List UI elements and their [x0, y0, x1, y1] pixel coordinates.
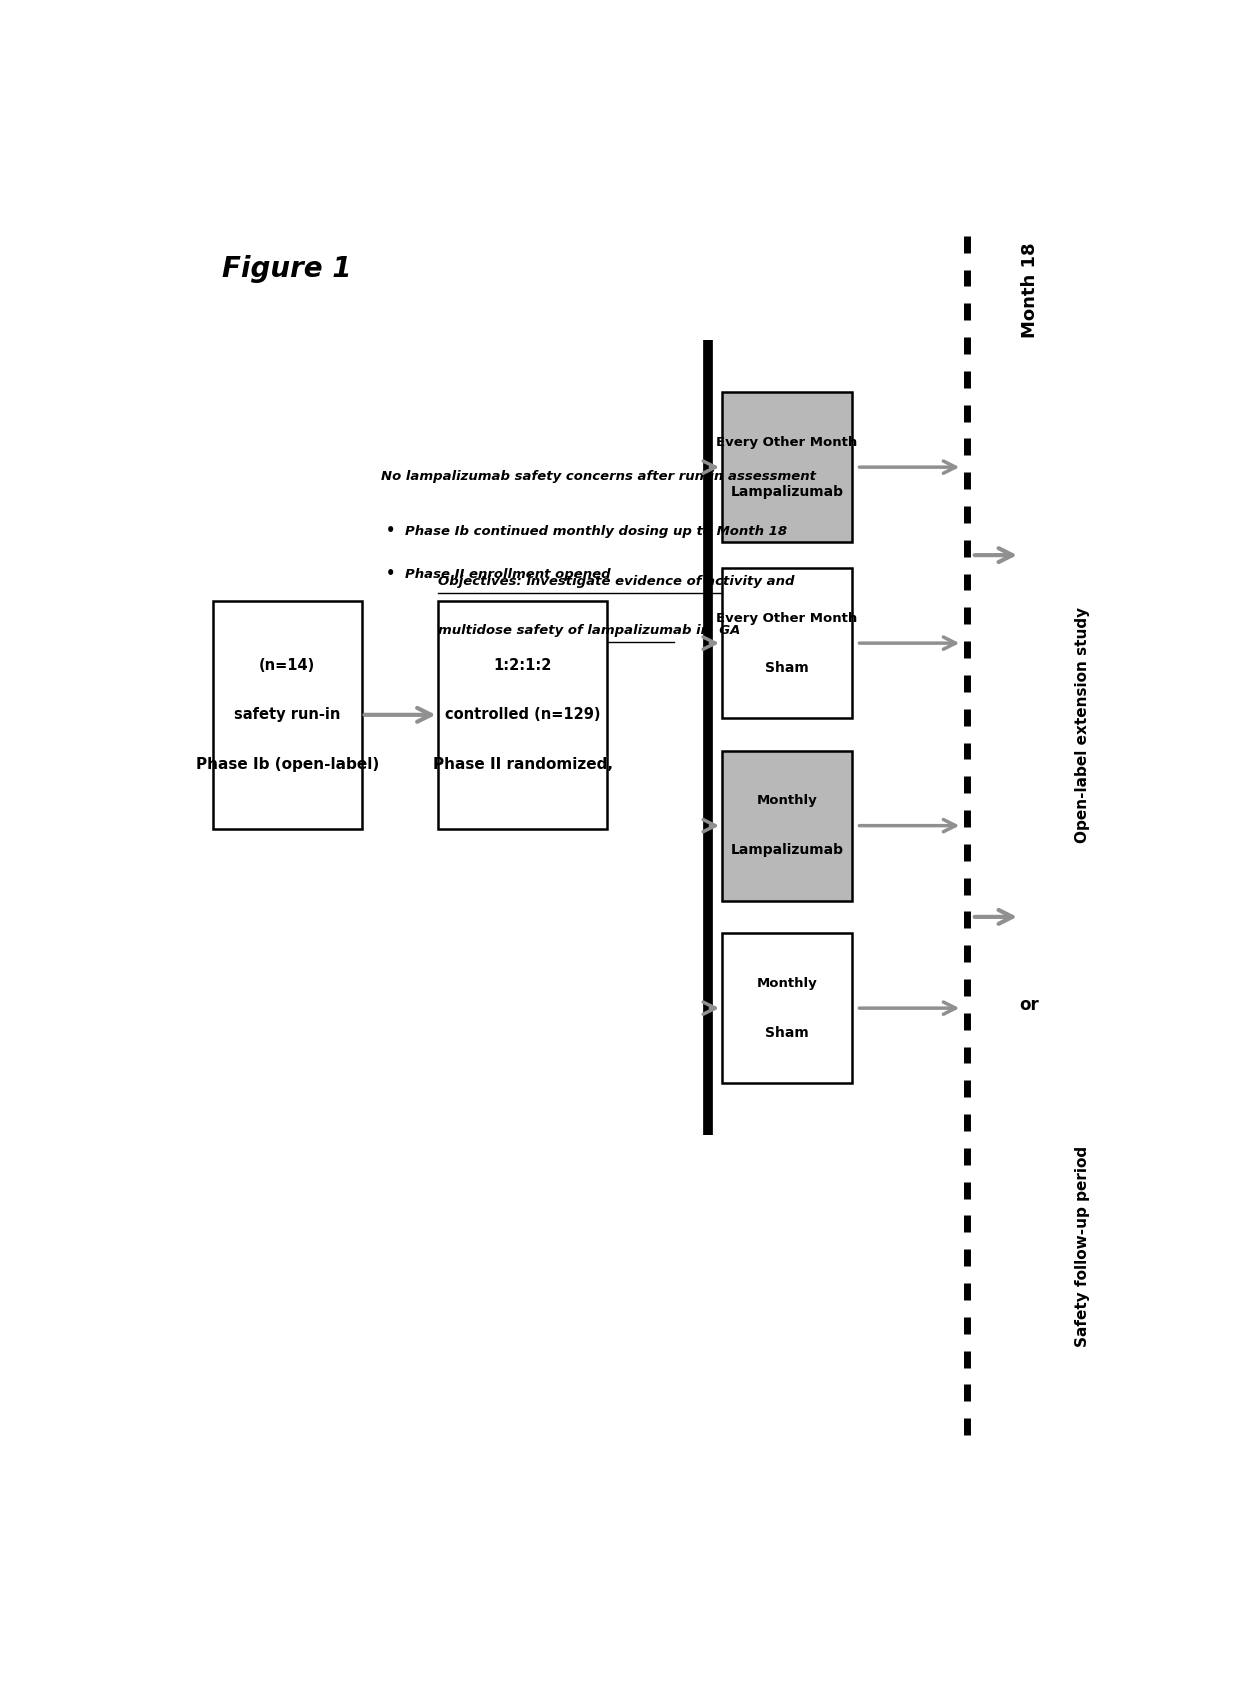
Text: (n=14): (n=14) [259, 659, 315, 672]
Text: Phase II randomized,: Phase II randomized, [433, 757, 613, 772]
Text: Month 18: Month 18 [1021, 242, 1039, 339]
Text: Figure 1: Figure 1 [222, 256, 352, 283]
Text: Monthly: Monthly [756, 794, 817, 808]
Text: or: or [1019, 995, 1039, 1014]
Text: controlled (n=129): controlled (n=129) [445, 708, 600, 723]
Text: Open-label extension study: Open-label extension study [1075, 606, 1090, 843]
Text: Objectives: investigate evidence of activity and: Objectives: investigate evidence of acti… [439, 574, 795, 587]
Text: Sham: Sham [765, 660, 808, 676]
Text: •: • [386, 565, 396, 581]
FancyBboxPatch shape [722, 933, 852, 1084]
FancyBboxPatch shape [722, 569, 852, 718]
Text: •: • [386, 523, 396, 538]
FancyBboxPatch shape [722, 393, 852, 542]
Text: Safety follow-up period: Safety follow-up period [1075, 1146, 1090, 1346]
Text: Phase II enrollment opened: Phase II enrollment opened [404, 569, 610, 581]
FancyBboxPatch shape [722, 750, 852, 901]
Text: safety run-in: safety run-in [234, 708, 340, 723]
Text: 1:2:1:2: 1:2:1:2 [494, 659, 552, 672]
Text: Phase Ib continued monthly dosing up to Month 18: Phase Ib continued monthly dosing up to … [404, 525, 787, 538]
FancyBboxPatch shape [439, 601, 606, 830]
Text: Lampalizumab: Lampalizumab [730, 484, 843, 499]
Text: Lampalizumab: Lampalizumab [730, 843, 843, 857]
Text: No lampalizumab safety concerns after run-in assessment: No lampalizumab safety concerns after ru… [381, 471, 816, 484]
Text: Sham: Sham [765, 1026, 808, 1040]
Text: Every Other Month: Every Other Month [717, 435, 858, 449]
Text: Monthly: Monthly [756, 977, 817, 990]
FancyBboxPatch shape [213, 601, 362, 830]
Text: Phase Ib (open-label): Phase Ib (open-label) [196, 757, 378, 772]
Text: Every Other Month: Every Other Month [717, 611, 858, 625]
Text: multidose safety of lampalizumab in  GA: multidose safety of lampalizumab in GA [439, 625, 740, 637]
